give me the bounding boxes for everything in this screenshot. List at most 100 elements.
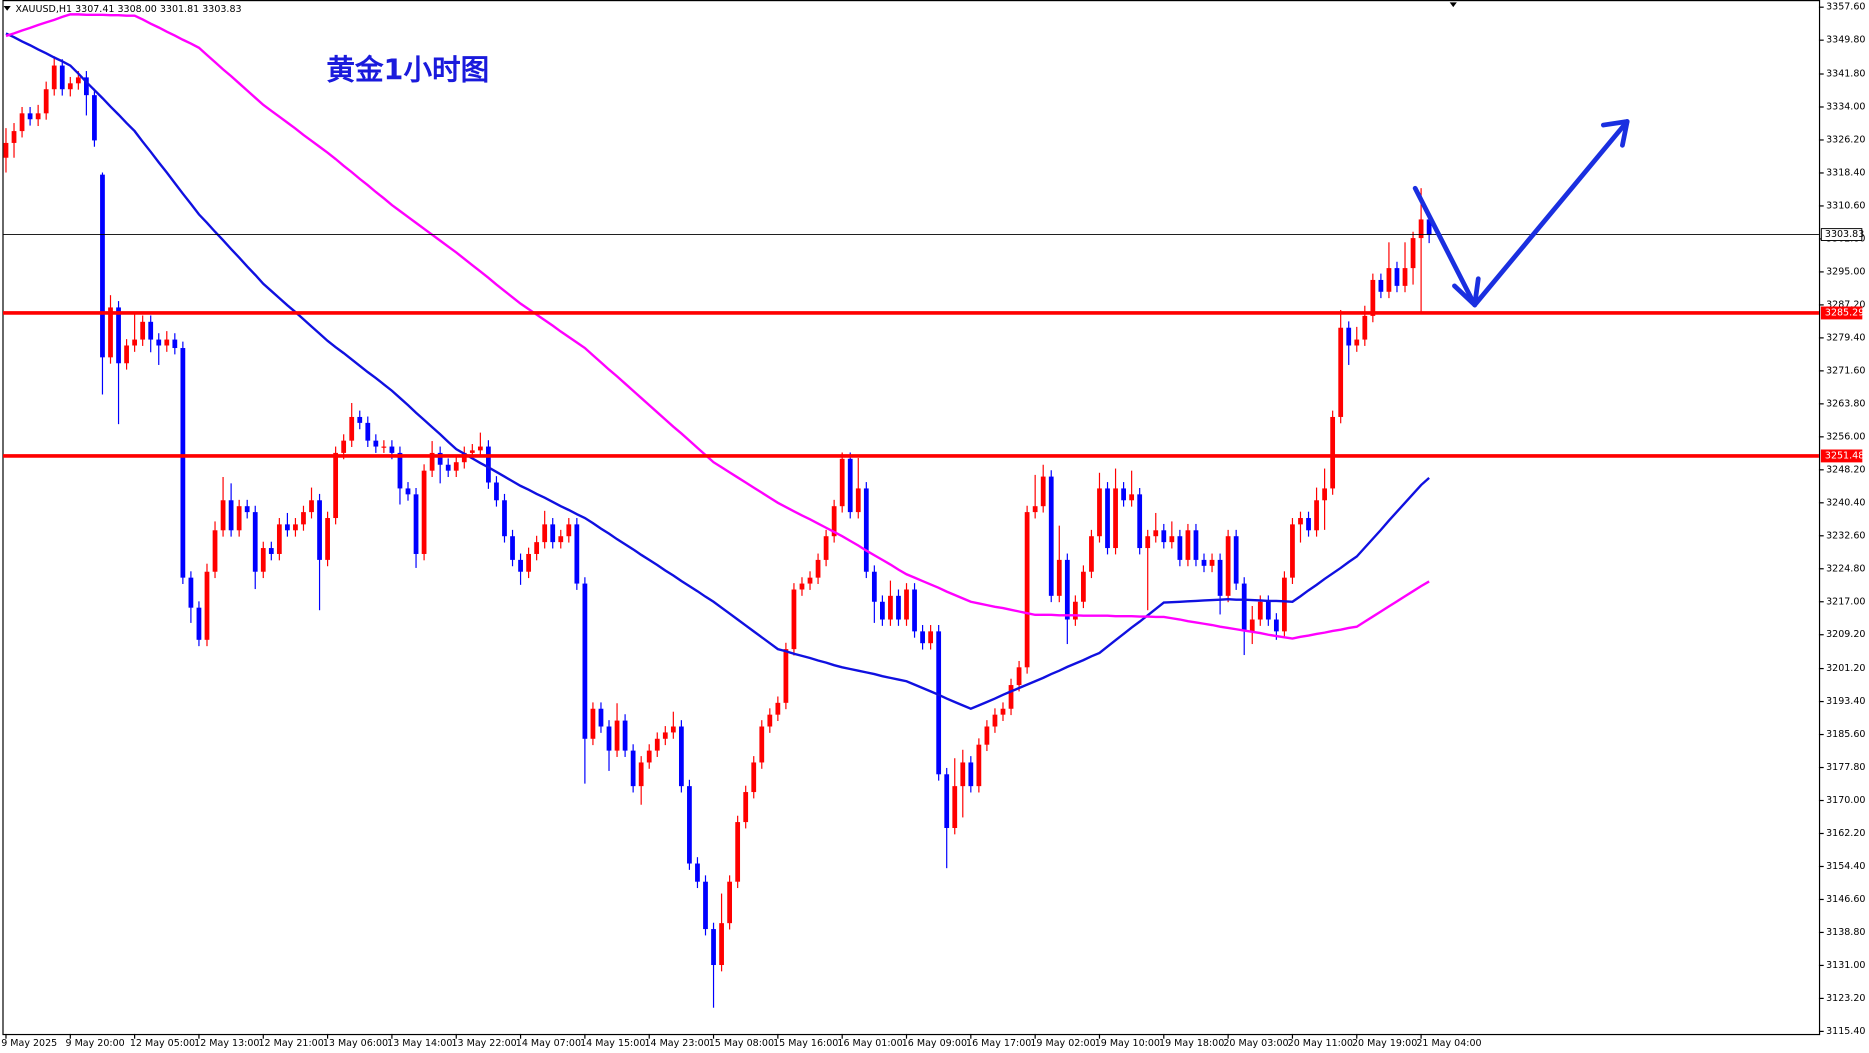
candle-body bbox=[1113, 488, 1118, 549]
candle-body bbox=[1072, 601, 1078, 620]
y-tick-label: 3248.20 bbox=[1826, 464, 1865, 475]
candle-body bbox=[1024, 512, 1030, 668]
candle-body bbox=[920, 631, 925, 644]
y-tick-label: 3310.60 bbox=[1826, 200, 1865, 211]
candle-body bbox=[84, 77, 89, 96]
moving-average bbox=[5, 32, 1430, 711]
x-tick-label: 16 May 01:00 bbox=[837, 1038, 902, 1049]
candle-body bbox=[445, 464, 451, 471]
candle-body bbox=[550, 524, 556, 543]
x-tick-label: 14 May 23:00 bbox=[644, 1038, 709, 1049]
candle-body bbox=[268, 548, 274, 554]
y-tick-label: 3131.00 bbox=[1826, 960, 1865, 971]
candle-body bbox=[526, 553, 531, 572]
x-tick-label: 20 May 03:00 bbox=[1223, 1038, 1288, 1049]
candle-body bbox=[855, 488, 861, 513]
candle-body bbox=[1161, 530, 1167, 543]
candle-body bbox=[333, 452, 339, 519]
candle-body bbox=[606, 726, 612, 751]
candle-body bbox=[1314, 500, 1319, 531]
candle-body bbox=[293, 524, 298, 531]
x-tick-label: 12 May 13:00 bbox=[194, 1038, 259, 1049]
candle-body bbox=[984, 726, 990, 745]
candle-body bbox=[11, 131, 17, 143]
candle-body bbox=[172, 339, 178, 349]
candle-body bbox=[815, 559, 821, 578]
candle-body bbox=[429, 452, 435, 471]
candle-body bbox=[510, 536, 515, 560]
candle-body bbox=[767, 714, 773, 727]
candle-body bbox=[807, 577, 813, 584]
candle-body bbox=[1193, 530, 1199, 560]
candle-body bbox=[75, 77, 81, 84]
candle-body bbox=[301, 512, 306, 525]
candle-body bbox=[453, 462, 459, 471]
candle-body bbox=[1249, 619, 1255, 632]
x-tick-label: 12 May 21:00 bbox=[259, 1038, 324, 1049]
x-tick-label: 15 May 08:00 bbox=[709, 1038, 774, 1049]
moving-average bbox=[5, 13, 1430, 640]
candle-body bbox=[92, 95, 97, 141]
candle-body bbox=[1185, 530, 1191, 560]
candle-body bbox=[502, 500, 507, 537]
price-label-box bbox=[1820, 228, 1863, 242]
candle-body bbox=[1032, 506, 1038, 513]
candle-body bbox=[1177, 536, 1183, 560]
chart-title: 黄金1小时图 bbox=[326, 52, 489, 86]
candle-body bbox=[389, 446, 395, 453]
candle-body bbox=[413, 494, 419, 554]
x-tick-label: 13 May 06:00 bbox=[323, 1038, 388, 1049]
candle-body bbox=[590, 708, 596, 739]
candle-body bbox=[888, 595, 893, 620]
candle-body bbox=[662, 732, 668, 739]
candle-body bbox=[1233, 536, 1239, 584]
candle-body bbox=[156, 339, 162, 346]
price-label: 3285.29 bbox=[1825, 307, 1864, 318]
candle-body bbox=[992, 714, 998, 727]
y-tick-label: 3334.00 bbox=[1826, 101, 1865, 112]
candle-body bbox=[1056, 559, 1062, 596]
candle-body bbox=[236, 506, 242, 531]
candle-body bbox=[960, 762, 966, 787]
candle-body bbox=[574, 524, 580, 584]
candle-body bbox=[1145, 536, 1151, 549]
candle-body bbox=[486, 446, 491, 483]
candle-body bbox=[140, 321, 146, 340]
candle-body bbox=[743, 792, 749, 823]
candle-body bbox=[1153, 530, 1159, 537]
candle-body bbox=[1048, 476, 1054, 596]
candle-body bbox=[1064, 559, 1070, 620]
candle-body bbox=[952, 786, 958, 828]
y-tick-label: 3295.00 bbox=[1826, 266, 1865, 277]
candle-body bbox=[847, 458, 853, 513]
candle-body bbox=[735, 822, 741, 882]
candle-body bbox=[695, 863, 700, 882]
candle-body bbox=[477, 446, 483, 451]
y-tick-label: 3318.40 bbox=[1826, 167, 1865, 178]
y-tick-label: 3177.80 bbox=[1826, 762, 1865, 773]
candle-body bbox=[1282, 577, 1287, 632]
x-tick-label: 9 May 2025 bbox=[1, 1038, 57, 1049]
candle-body bbox=[349, 416, 355, 441]
candle-body bbox=[1217, 559, 1223, 596]
candle-body bbox=[1290, 524, 1295, 578]
x-tick-label: 9 May 20:00 bbox=[66, 1038, 125, 1049]
x-tick-label: 13 May 14:00 bbox=[387, 1038, 452, 1049]
candle-body bbox=[35, 113, 41, 120]
candle-body bbox=[1330, 416, 1336, 489]
x-tick-label: 14 May 15:00 bbox=[580, 1038, 645, 1049]
candle-body bbox=[582, 583, 588, 739]
y-tick-label: 3357.60 bbox=[1826, 2, 1865, 13]
candle-body bbox=[871, 571, 877, 602]
candle-body bbox=[904, 589, 909, 620]
y-tick-label: 3279.40 bbox=[1826, 332, 1865, 343]
x-tick-label: 19 May 18:00 bbox=[1159, 1038, 1224, 1049]
candle-body bbox=[759, 726, 765, 763]
candle-body bbox=[1418, 219, 1424, 239]
candle-body bbox=[228, 500, 234, 531]
y-tick-label: 3263.80 bbox=[1826, 398, 1865, 409]
candle-body bbox=[670, 726, 676, 733]
price-label: 3303.83 bbox=[1825, 229, 1864, 240]
y-tick-label: 3256.00 bbox=[1826, 431, 1865, 442]
y-tick-label: 3232.60 bbox=[1826, 530, 1865, 541]
